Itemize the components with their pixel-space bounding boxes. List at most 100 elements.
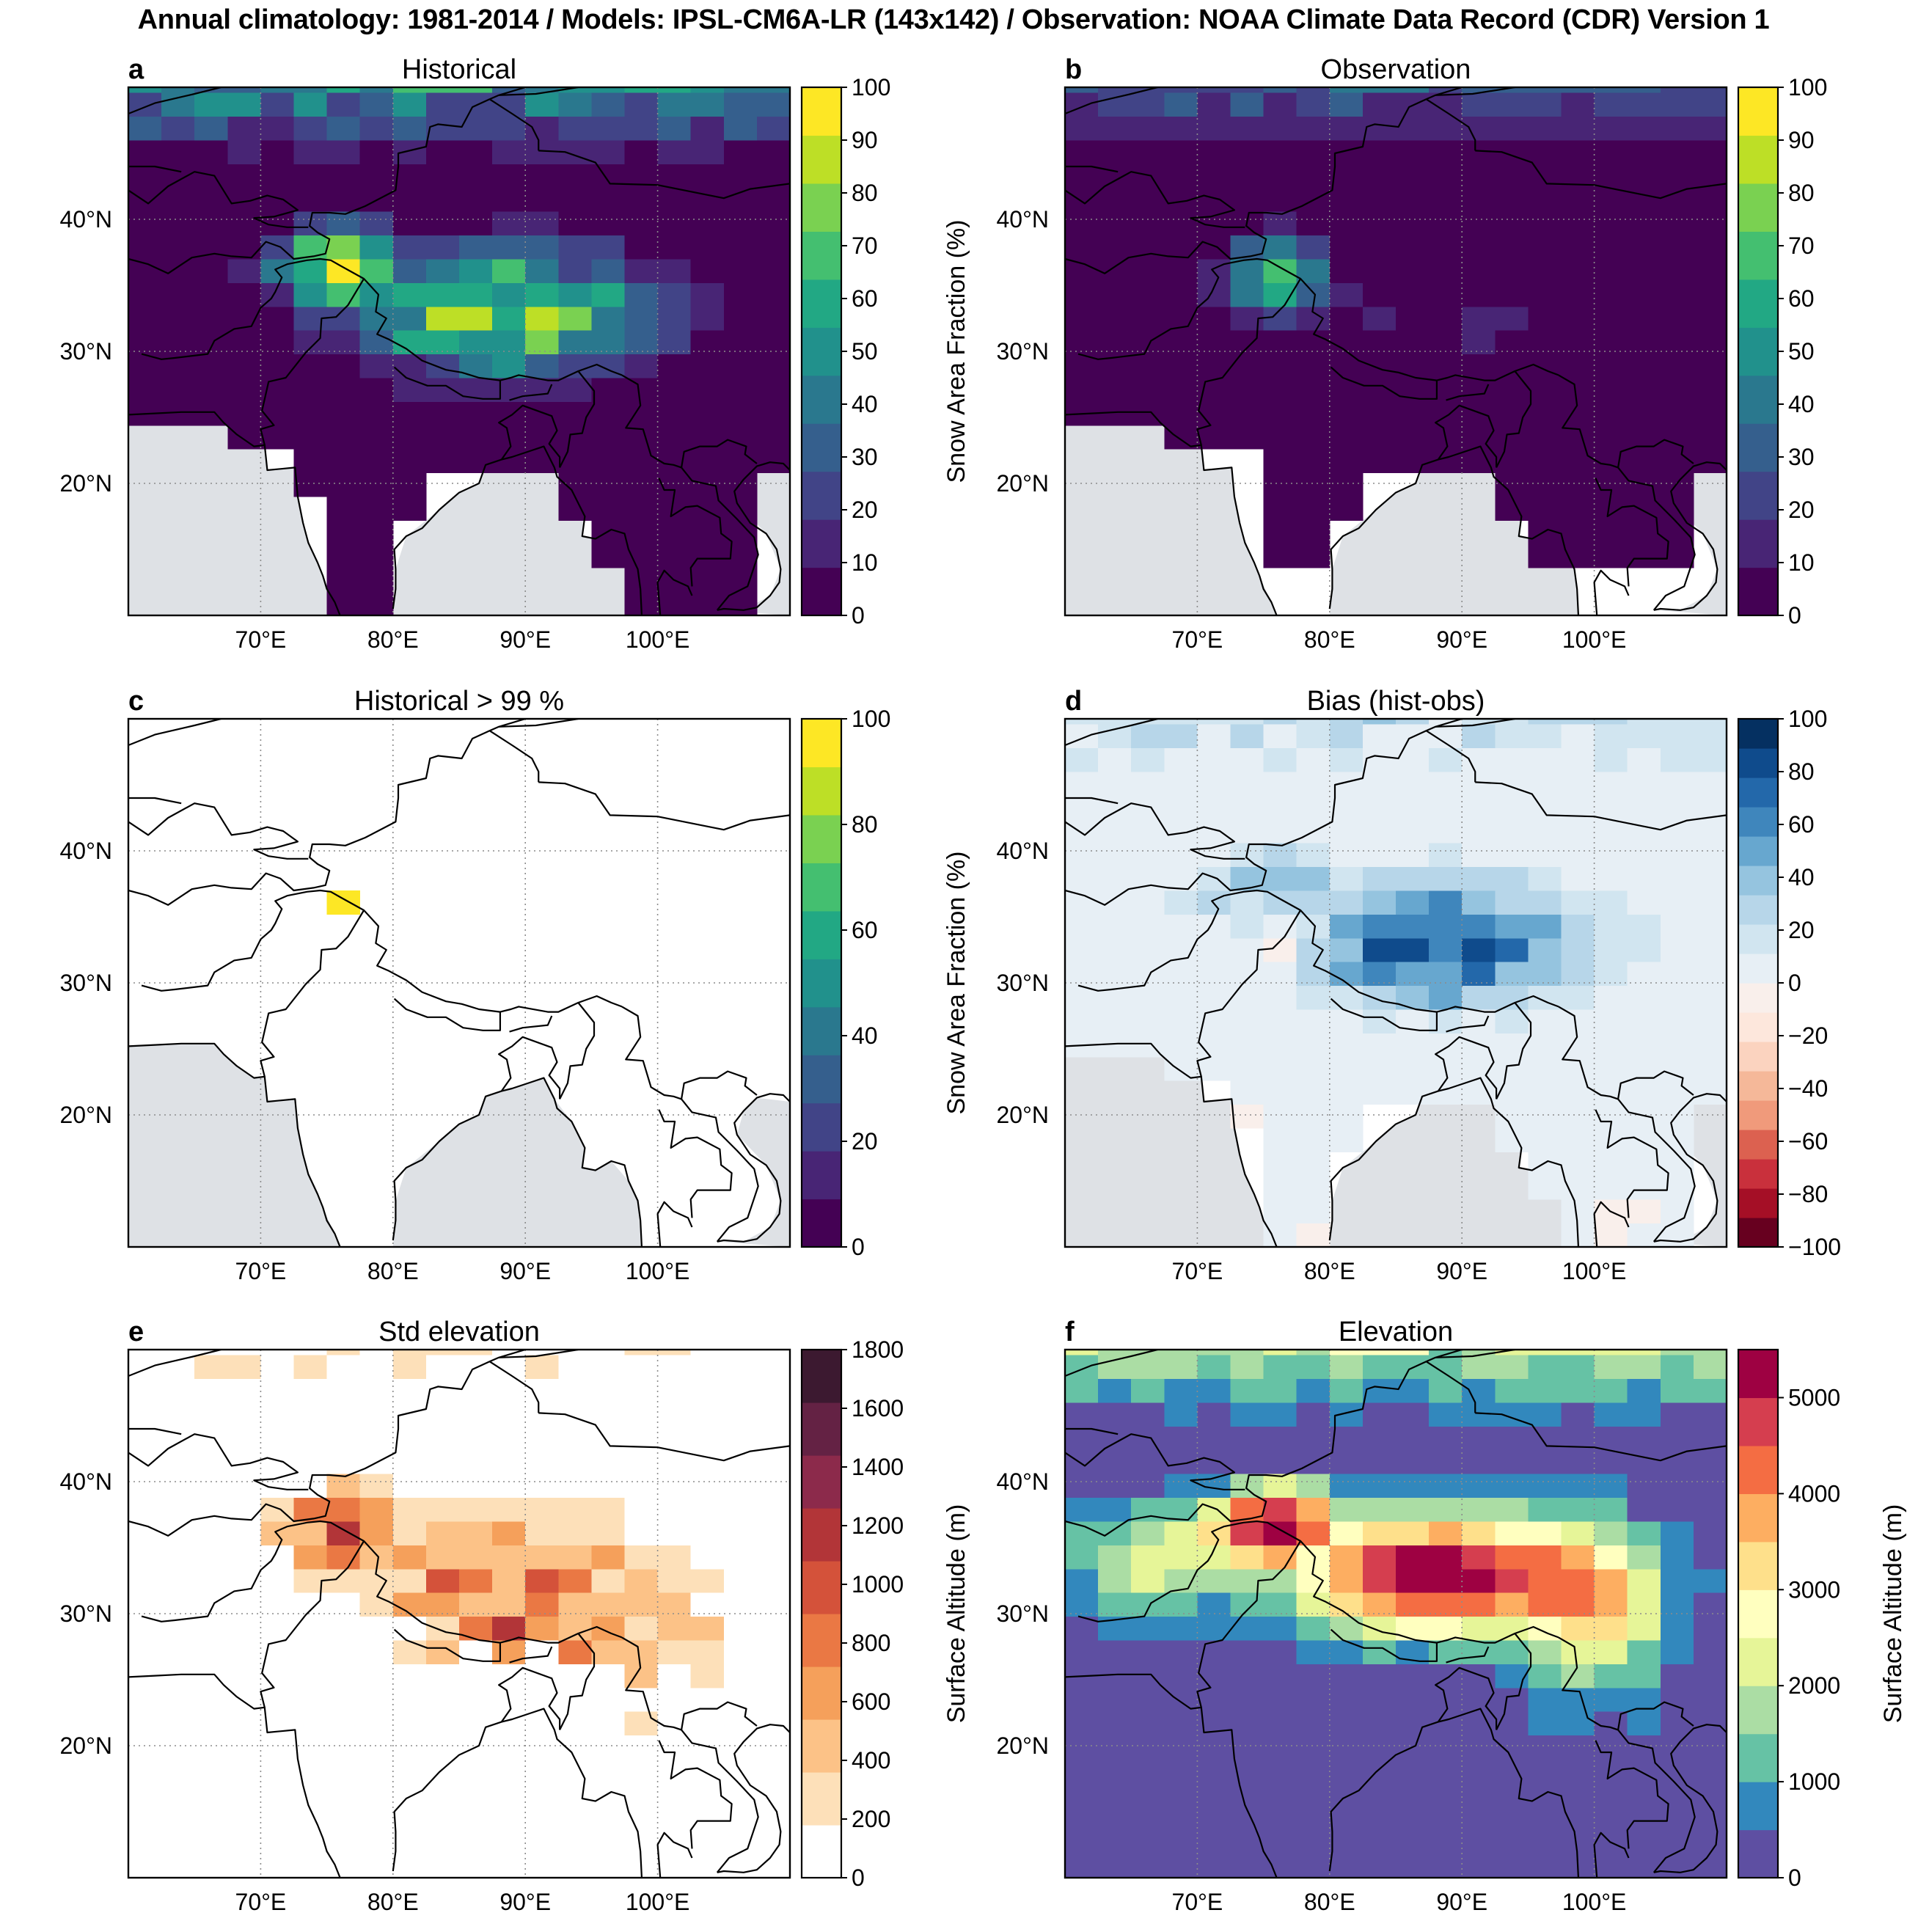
map-frame [127,86,791,617]
grid-cell [1594,843,1628,868]
grid-cell [1462,1830,1496,1855]
grid-cell [657,1474,692,1499]
grid-cell [1065,211,1099,236]
grid-cell [1561,843,1595,868]
x-tick-label: 90°E [499,1258,551,1284]
grid-cell [1197,719,1231,725]
grid-cell [558,1378,592,1403]
grid-cell [1693,747,1727,772]
grid-cell [1495,1449,1529,1474]
grid-cell [1528,306,1562,331]
grid-cell [1429,401,1463,426]
grid-cell [723,472,758,497]
grid-cell [1065,140,1099,164]
grid-cell [1627,544,1661,568]
grid-cell [723,1687,758,1712]
colorbar-segment [1738,1686,1778,1735]
panel-title: Std elevation [378,1317,540,1347]
ocean-mask [717,1097,790,1247]
grid-cell [1263,1350,1297,1355]
grid-cell [1065,378,1099,402]
grid-cell [1462,1640,1496,1664]
ocean-mask [1653,466,1727,615]
grid-cell [1098,116,1132,141]
colorbar-segment [802,471,841,520]
grid-cell [1462,164,1496,189]
grid-cell [1296,747,1330,772]
grid-cell [525,449,559,474]
grid-cell [128,1350,162,1355]
grid-cell [1660,795,1694,820]
grid-cell [161,1378,195,1403]
grid-cell [1065,306,1099,331]
boundary-line [499,87,579,96]
grid-cell [359,92,394,117]
grid-cell [1131,890,1165,915]
grid-cell [657,1568,692,1593]
grid-cell [1660,235,1694,260]
grid-cell [392,235,427,260]
colorbar-segment [802,423,841,472]
grid-cell [1462,306,1496,331]
grid-cell [1131,1402,1165,1427]
grid-cell [1197,962,1231,987]
grid-cell [1164,1497,1198,1522]
grid-cell [492,306,526,331]
grid-cell [1429,1521,1463,1545]
colorbar-segment [1738,231,1778,280]
grid-cell [1561,1355,1595,1380]
grid-cell [525,116,559,141]
grid-cell [1396,164,1430,189]
grid-cell [1263,164,1297,189]
boundary-line [1425,98,1476,151]
grid-cell [359,591,394,615]
grid-cell [1263,92,1297,117]
grid-cell [459,1378,493,1403]
grid-cell [1362,1350,1397,1355]
grid-cell [1660,1687,1694,1712]
boundary-line [1496,1633,1532,1730]
grid-cell [1263,187,1297,212]
grid-cell [1396,890,1430,915]
grid-cell [690,116,725,141]
grid-cell [1627,378,1661,402]
grid-cell [1693,772,1727,796]
grid-cell [1627,164,1661,189]
grid-cell [1429,890,1463,915]
grid-cell [1693,843,1727,868]
grid-cell [1561,1592,1595,1617]
grid-cell [1528,92,1562,117]
grid-cell [1065,1806,1099,1831]
grid-cell [1065,962,1099,987]
grid-cell [591,211,625,236]
grid-cell [1230,1056,1264,1081]
grid-cell [1462,1711,1496,1736]
grid-cell [1131,819,1165,844]
grid-cell [1660,1056,1694,1081]
grid-cell [359,1426,394,1451]
y-tick-label: 20°N [997,1102,1050,1128]
colorbar-tick-label: 4000 [1788,1480,1840,1507]
grid-cell [591,1350,625,1355]
grid-cell [1429,1033,1463,1058]
grid-cell [1230,1402,1264,1427]
colorbar-segment [1738,327,1778,376]
grid-cell [1065,116,1099,141]
grid-cell [1065,866,1099,891]
grid-cell [128,330,162,355]
grid-cell [1594,962,1628,987]
colorbar-tick-label: 50 [852,338,878,365]
grid-cell [1396,985,1430,1010]
grid-cell [128,1782,162,1807]
grid-cell [425,282,460,307]
boundary-line [128,802,309,860]
grid-cell [1197,330,1231,355]
grid-cell [1594,719,1628,725]
grid-cell [1131,1735,1165,1760]
grid-cell [723,425,758,450]
grid-cell [1296,1687,1330,1712]
colorbar-tick-label: 100 [1788,74,1827,100]
grid-cell [1627,1355,1661,1380]
grid-cell [1230,724,1264,749]
grid-cell [1462,914,1496,939]
